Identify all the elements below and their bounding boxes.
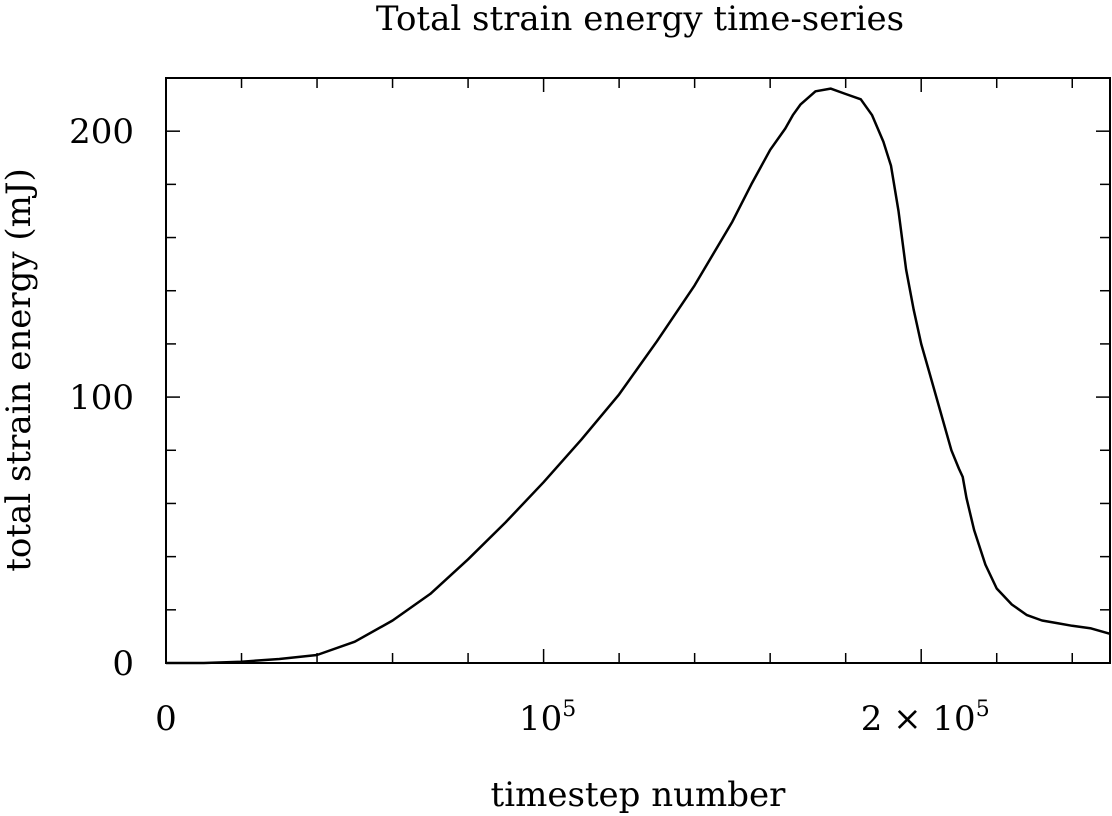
y-tick-label: 200 bbox=[69, 112, 134, 152]
y-axis-label: total strain energy (mJ) bbox=[0, 168, 39, 572]
tick-labels: 0 105 2 × 105 0 100 200 bbox=[69, 112, 990, 739]
x-tick-label: 105 bbox=[519, 697, 576, 739]
x-axis-label: timestep number bbox=[491, 775, 787, 815]
y-tick-label: 100 bbox=[69, 378, 134, 418]
chart-title: Total strain energy time-series bbox=[376, 0, 904, 39]
series-line-strain-energy bbox=[166, 87, 1111, 665]
y-tick-label: 0 bbox=[112, 644, 134, 684]
x-tick-label: 0 bbox=[155, 699, 177, 739]
axis-ticks bbox=[166, 78, 1110, 663]
plot-frame bbox=[165, 77, 1111, 664]
x-tick-label: 2 × 105 bbox=[861, 697, 990, 739]
